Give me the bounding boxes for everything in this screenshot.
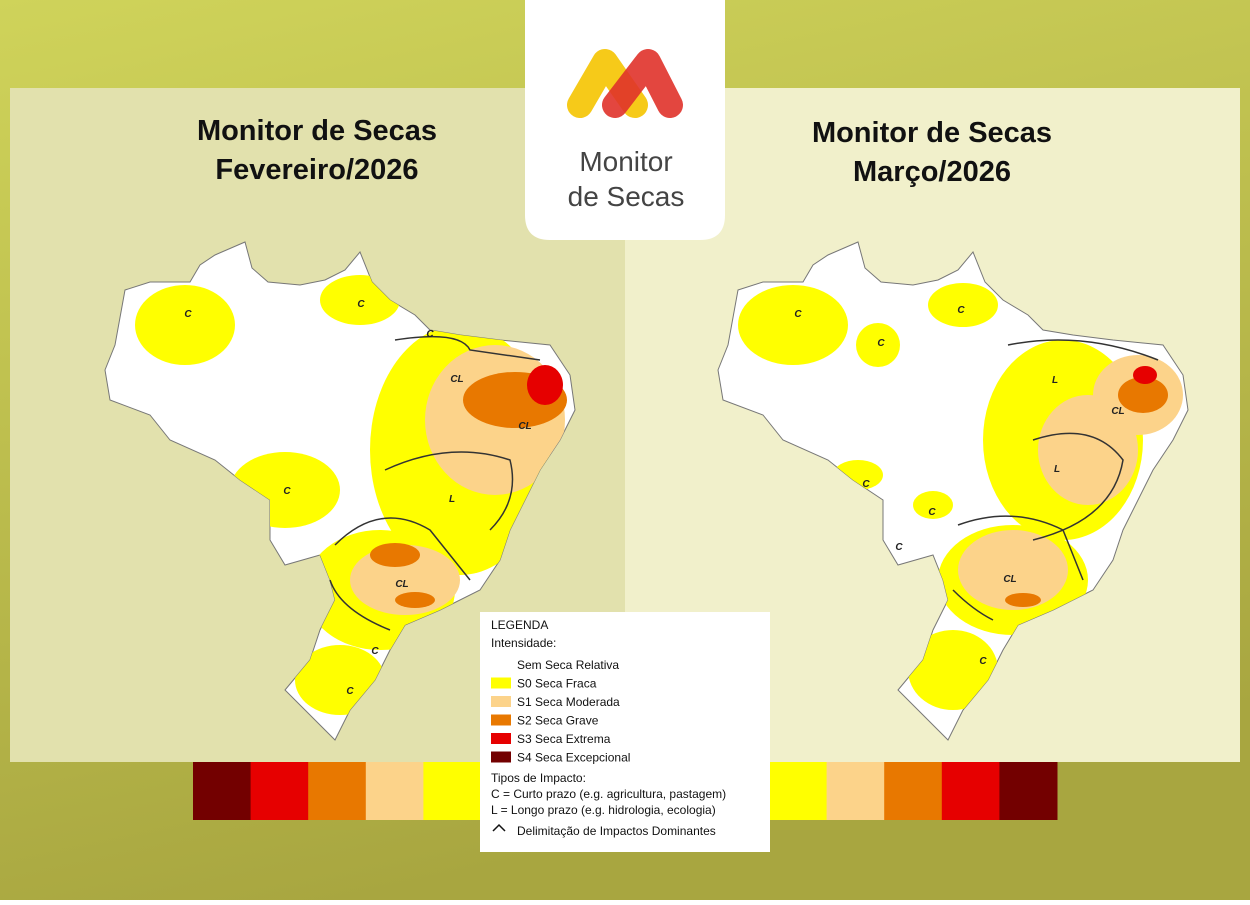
map-label: CL bbox=[395, 579, 408, 590]
legend-title: LEGENDA bbox=[491, 618, 548, 632]
strip-cell bbox=[999, 762, 1058, 820]
map-march bbox=[717, 241, 1189, 741]
legend-swatch bbox=[491, 751, 511, 763]
legend-item: S0 Seca Fraca bbox=[517, 677, 597, 691]
map-label: CL bbox=[1003, 574, 1016, 585]
map-label: CL bbox=[1111, 406, 1124, 417]
map-label: CL bbox=[450, 374, 463, 385]
map-label: C bbox=[357, 299, 365, 310]
map-label: L bbox=[1052, 375, 1058, 386]
map-label: C bbox=[184, 309, 192, 320]
strip-cell bbox=[193, 762, 252, 820]
strip-cell bbox=[308, 762, 367, 820]
legend-item: S4 Seca Excepcional bbox=[517, 751, 630, 765]
map-label: C bbox=[877, 338, 885, 349]
map-label: C bbox=[794, 309, 802, 320]
logo-text: Monitor bbox=[579, 146, 672, 177]
map-label: CL bbox=[518, 421, 531, 432]
legend-heading: Tipos de Impacto: bbox=[491, 771, 586, 785]
map-title: Monitor de Secas bbox=[812, 117, 1052, 149]
map-label: C bbox=[426, 329, 434, 340]
legend-swatch bbox=[491, 659, 511, 670]
map-label: L bbox=[449, 494, 455, 505]
map-subtitle: Março/2026 bbox=[853, 156, 1011, 188]
strip-cell bbox=[423, 762, 482, 820]
map-label: L bbox=[1054, 464, 1060, 475]
map-label: C bbox=[283, 486, 291, 497]
strip-cell bbox=[884, 762, 943, 820]
strip-cell bbox=[941, 762, 1000, 820]
legend-item: Sem Seca Relativa bbox=[517, 658, 619, 672]
logo: Monitor de Secas bbox=[525, 0, 725, 240]
map-title: Monitor de Secas bbox=[197, 115, 437, 147]
strip-cell bbox=[826, 762, 885, 820]
legend-item: S3 Seca Extrema bbox=[517, 732, 611, 746]
map-label: C bbox=[862, 479, 870, 490]
legend-swatch bbox=[491, 733, 511, 744]
map-label: C bbox=[928, 507, 936, 518]
map-label: C bbox=[371, 646, 379, 657]
color-strip bbox=[193, 762, 1058, 820]
legend-item: C = Curto prazo (e.g. agricultura, pasta… bbox=[491, 787, 726, 801]
map-label: C bbox=[346, 686, 354, 697]
legend-swatch bbox=[491, 677, 511, 689]
legend-item: L = Longo prazo (e.g. hidrologia, ecolog… bbox=[491, 803, 716, 817]
legend-item: S1 Seca Moderada bbox=[517, 695, 620, 709]
legend-swatch bbox=[491, 714, 511, 726]
map-label: C bbox=[895, 542, 903, 553]
map-label: C bbox=[957, 305, 965, 316]
logo-text: de Secas bbox=[568, 181, 685, 212]
map-february bbox=[104, 241, 576, 741]
legend-swatch bbox=[491, 696, 511, 707]
legend-item: Delimitação de Impactos Dominantes bbox=[517, 824, 716, 838]
strip-cell bbox=[769, 762, 828, 820]
strip-cell bbox=[365, 762, 424, 820]
legend-item: S2 Seca Grave bbox=[517, 714, 599, 728]
legend-heading: Intensidade: bbox=[491, 636, 556, 650]
map-subtitle: Fevereiro/2026 bbox=[215, 154, 418, 186]
map-label: C bbox=[979, 656, 987, 667]
legend: LEGENDA Intensidade: Tipos de Impacto: D… bbox=[480, 612, 770, 852]
strip-cell bbox=[250, 762, 309, 820]
